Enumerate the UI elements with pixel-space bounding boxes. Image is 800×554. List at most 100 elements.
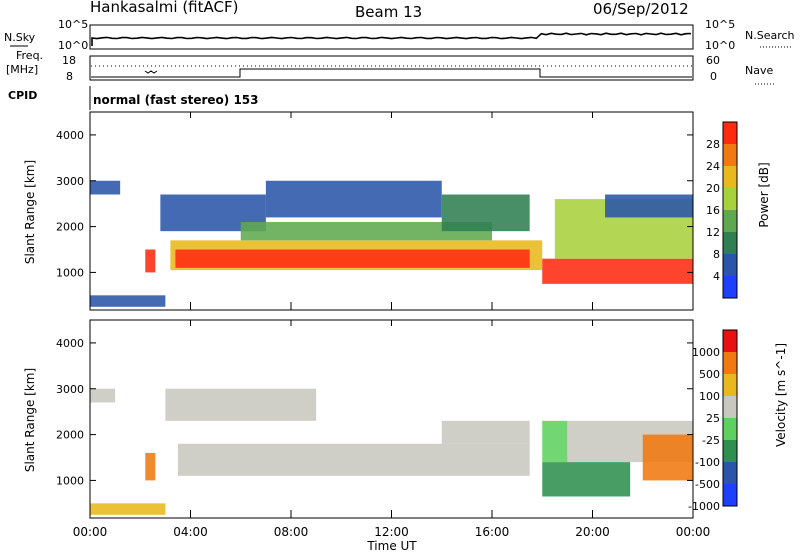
- velocity-colorbar-tick: 100: [699, 390, 720, 403]
- power-scatter-band: [240, 222, 492, 241]
- freq-trace: [91, 68, 692, 78]
- power-scatter-band: [90, 180, 121, 195]
- beam-title: Beam 13: [355, 3, 422, 21]
- velocity-scatter-band: [441, 420, 530, 444]
- velocity-colorbar-swatch: [723, 418, 737, 440]
- power-colorbar-swatch: [723, 232, 737, 254]
- x-tick-label: 00:00: [676, 525, 711, 539]
- velocity-scatter-band: [542, 462, 631, 497]
- power-colorbar-swatch: [723, 188, 737, 210]
- power-colorbar-swatch: [723, 276, 737, 298]
- power-scatter-band: [441, 194, 530, 232]
- noise-panel: N.Sky 10^5 10^0 10^5 10^0 N.Search: [4, 18, 795, 52]
- velocity-y-label: Slant Range [km]: [23, 368, 37, 472]
- nave-wiggle: [144, 70, 158, 74]
- velocity-scatter-band: [90, 388, 116, 403]
- velocity-ytick-label: 3000: [56, 383, 84, 396]
- x-tick-label: 12:00: [374, 525, 409, 539]
- velocity-scatter-band: [165, 388, 317, 421]
- cpid-panel: CPID normal (fast stereo) 153: [8, 86, 259, 110]
- power-colorbar-swatch: [723, 254, 737, 276]
- x-tick-label: 20:00: [575, 525, 610, 539]
- velocity-colorbar-tick: -25: [702, 434, 720, 447]
- nsearch-tick-bottom: 10^0: [705, 39, 735, 52]
- nsky-label: N.Sky: [4, 31, 36, 44]
- power-colorbar: 28 24 20 16 12 8 4: [706, 121, 738, 299]
- cpid-label: CPID: [8, 89, 37, 102]
- velocity-scatter-band: [145, 452, 156, 481]
- velocity-colorbar-swatch: [723, 396, 737, 418]
- velocity-colorbar-swatch: [723, 374, 737, 396]
- power-colorbar-swatch: [723, 166, 737, 188]
- power-scatter-band: [542, 258, 693, 284]
- velocity-colorbar: 1000 500 100 25 -25 -100 -500 -1000: [688, 329, 738, 513]
- noise-panel-frame: [89, 24, 694, 50]
- velocity-colorbar-swatch: [723, 330, 737, 352]
- nsearch-tick-top: 10^5: [705, 18, 735, 31]
- power-scatter-band: [145, 249, 156, 273]
- power-colorbar-tick: 16: [706, 204, 720, 217]
- freq-panel: Freq. [MHz] 18 8 60 0 Nave: [6, 49, 775, 85]
- power-ytick-label: 4000: [56, 129, 84, 142]
- power-colorbar-frame: [722, 121, 738, 299]
- velocity-colorbar-tick: -100: [695, 456, 720, 469]
- station-title: Hankasalmi (fitACF): [90, 0, 238, 16]
- x-tick-label: 04:00: [173, 525, 208, 539]
- freq-tick-top: 18: [62, 54, 76, 67]
- freq-tick-bottom: 8: [66, 70, 73, 83]
- velocity-colorbar-swatch: [723, 462, 737, 484]
- velocity-ytick-label: 1000: [56, 474, 84, 487]
- velocity-colorbar-swatch: [723, 440, 737, 462]
- velocity-scatter-band: [90, 503, 166, 515]
- nsky-tick-bottom: 10^0: [58, 39, 88, 52]
- power-colorbar-tick: 12: [706, 226, 720, 239]
- power-colorbar-swatch: [723, 122, 737, 144]
- velocity-colorbar-tick: -500: [695, 478, 720, 491]
- power-scatter-band: [265, 180, 442, 218]
- velocity-colorbar-frame: [722, 329, 738, 507]
- x-tick-label: 16:00: [475, 525, 510, 539]
- nsky-tick-top: 10^5: [58, 18, 88, 31]
- power-colorbar-tick: 20: [706, 182, 720, 195]
- power-ytick-label: 2000: [56, 221, 84, 234]
- nsearch-label: N.Search: [745, 29, 795, 42]
- nave-tick-top: 60: [706, 54, 720, 67]
- power-data-layer: [90, 180, 693, 307]
- power-colorbar-tick: 4: [713, 270, 720, 283]
- power-colorbar-label: Power [dB]: [757, 162, 771, 227]
- velocity-colorbar-tick: 1000: [692, 346, 720, 359]
- velocity-data-layer: [90, 388, 693, 515]
- velocity-scatter-band: [642, 434, 693, 481]
- velocity-colorbar-label: Velocity [m s^-1]: [774, 343, 788, 447]
- power-scatter-band: [175, 249, 530, 268]
- power-scatter-band: [605, 194, 693, 218]
- velocity-scatter-band: [542, 420, 568, 463]
- nave-tick-bottom: 0: [710, 70, 717, 83]
- power-panel: 4000 3000 2000 1000 Slant Range [km] 28 24 20…: [23, 111, 771, 311]
- velocity-colorbar-tick: 25: [706, 412, 720, 425]
- power-colorbar-tick: 8: [713, 248, 720, 261]
- x-tick-label: 08:00: [274, 525, 309, 539]
- power-ytick-label: 1000: [56, 266, 84, 279]
- power-colorbar-tick: 28: [706, 138, 720, 151]
- power-y-axis: 4000 3000 2000 1000: [56, 129, 693, 279]
- power-scatter-band: [90, 295, 166, 307]
- velocity-y-axis: 4000 3000 2000 1000: [56, 337, 693, 487]
- velocity-ytick-label: 4000: [56, 337, 84, 350]
- power-colorbar-swatch: [723, 144, 737, 166]
- power-colorbar-swatch: [723, 210, 737, 232]
- velocity-panel: 4000 3000 2000 1000 Slant Range [km] 1000 50…: [23, 319, 788, 519]
- freq-label: Freq.: [16, 49, 43, 62]
- power-y-label: Slant Range [km]: [23, 160, 37, 264]
- noise-trace: [91, 32, 692, 46]
- freq-unit-label: [MHz]: [6, 63, 38, 76]
- velocity-colorbar-swatch: [723, 352, 737, 374]
- power-ytick-label: 3000: [56, 175, 84, 188]
- x-axis-label: Time UT: [366, 539, 417, 553]
- time-x-axis: 00:00 04:00 08:00 12:00 16:00 20:00 00:00: [73, 112, 711, 539]
- velocity-colorbar-tick: -1000: [688, 500, 720, 513]
- velocity-colorbar-tick: 500: [699, 368, 720, 381]
- date-title: 06/Sep/2012: [593, 0, 689, 18]
- x-tick-label: 00:00: [73, 525, 108, 539]
- velocity-colorbar-swatch: [723, 484, 737, 506]
